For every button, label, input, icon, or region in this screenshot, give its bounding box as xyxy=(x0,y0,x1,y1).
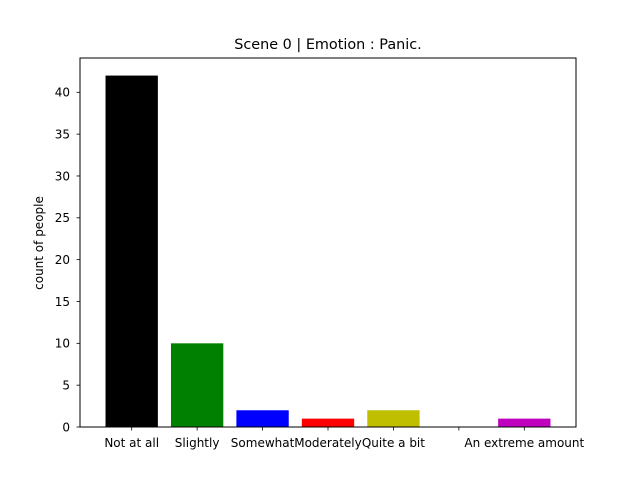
bars-group xyxy=(105,75,551,428)
x-tick-label-4: Quite a bit xyxy=(362,436,425,450)
y-tick-label-6: 30 xyxy=(55,169,70,183)
bar-2 xyxy=(236,410,289,427)
y-tick-label-2: 10 xyxy=(55,337,70,351)
y-tick-label-4: 20 xyxy=(55,253,70,267)
x-tick-label-2: Somewhat xyxy=(231,436,295,450)
y-axis-ticks: 0 5 10 15 20 25 30 35 40 xyxy=(55,86,80,434)
x-tick-label-1: Slightly xyxy=(175,436,220,450)
y-tick-label-3: 15 xyxy=(55,295,70,309)
y-tick-label-5: 25 xyxy=(55,211,70,225)
chart-title: Scene 0 | Emotion : Panic. xyxy=(234,37,422,53)
bar-0 xyxy=(105,75,158,428)
y-tick-label-7: 35 xyxy=(55,127,70,141)
x-axis-ticks: Not at all Slightly Somewhat Moderately Quit… xyxy=(104,427,585,450)
x-tick-label-3: Moderately xyxy=(294,436,362,450)
x-tick-label-6: An extreme amount xyxy=(464,436,584,450)
x-tick-label-0: Not at all xyxy=(104,436,159,450)
y-tick-label-0: 0 xyxy=(62,420,70,434)
plot-frame xyxy=(79,57,577,428)
bar-1 xyxy=(170,343,224,427)
bar-3 xyxy=(301,418,355,427)
y-tick-label-8: 40 xyxy=(55,86,70,100)
bar-6 xyxy=(498,418,551,427)
bar-4 xyxy=(367,410,420,427)
y-axis-label: count of people xyxy=(32,196,46,290)
y-tick-label-1: 5 xyxy=(62,378,70,392)
